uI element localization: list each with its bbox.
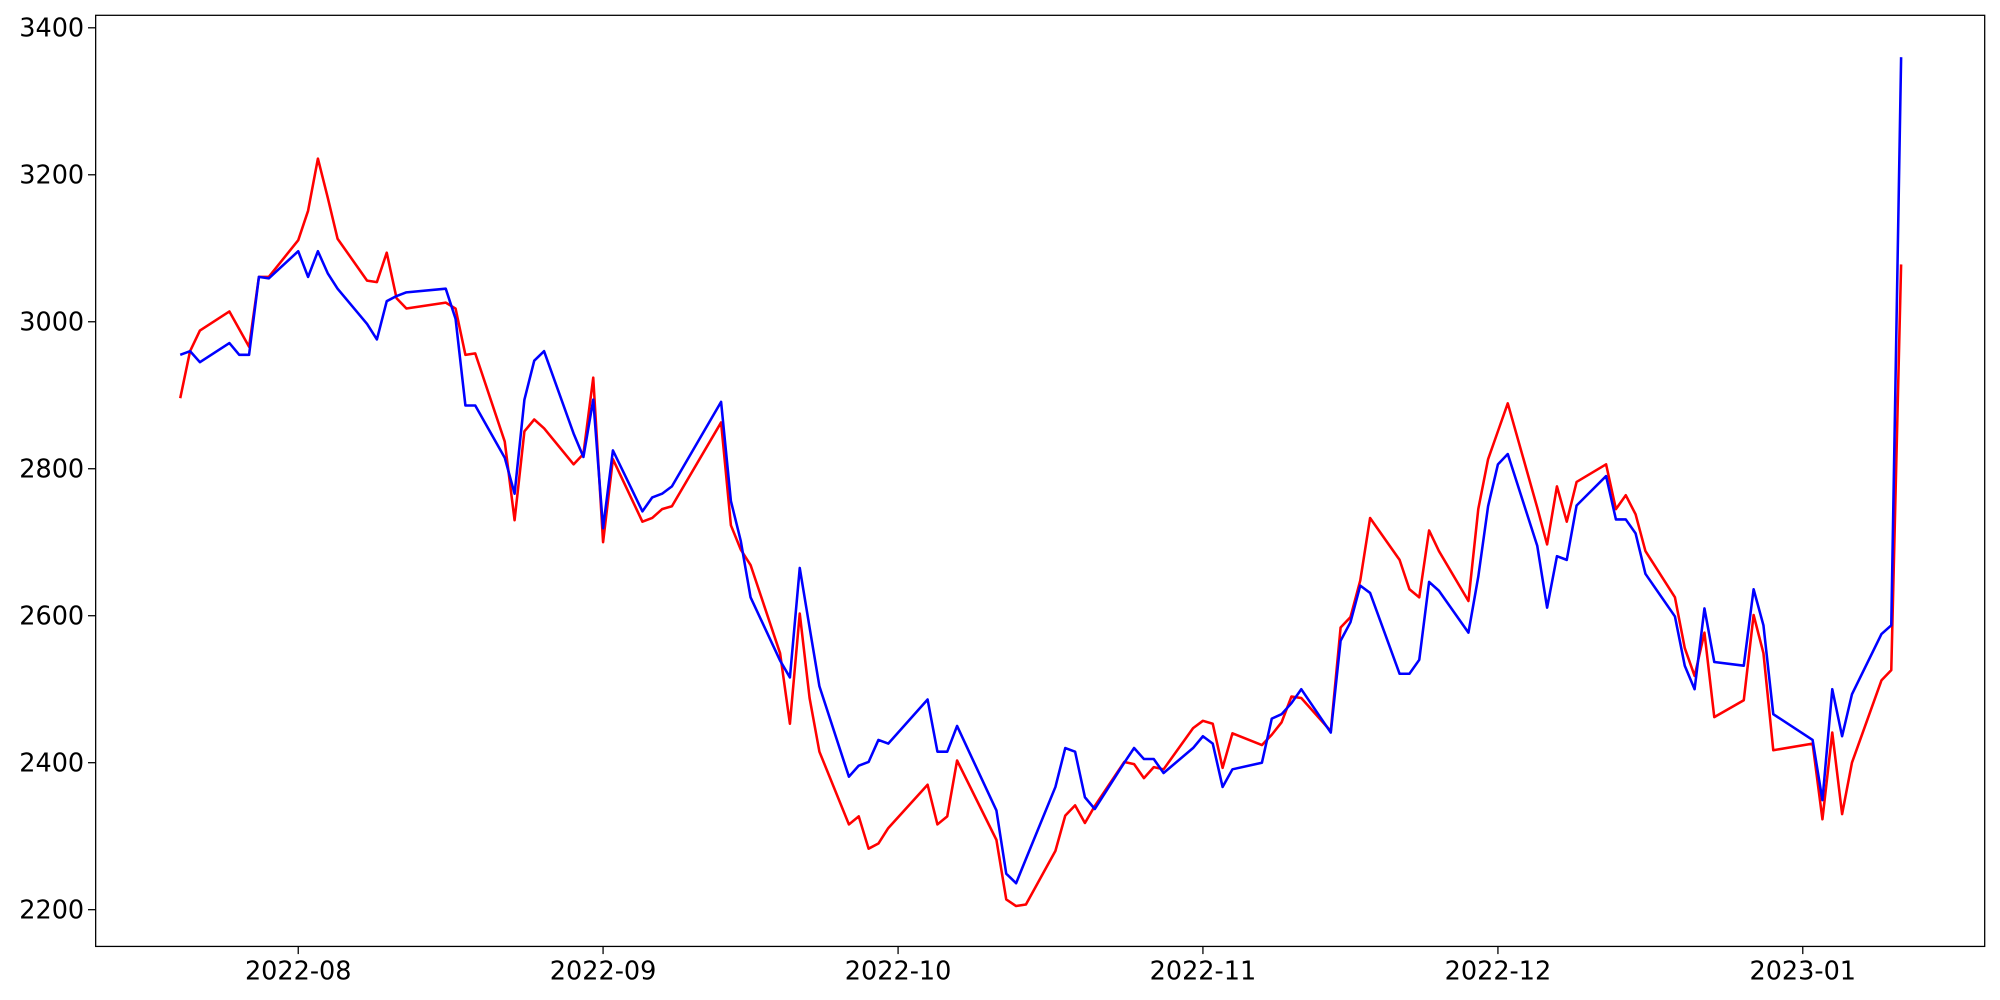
- y-tick-label: 3400: [19, 14, 84, 44]
- y-tick-label: 3200: [19, 161, 84, 191]
- line-series: [179, 57, 1903, 885]
- x-tick-label: 2022-08: [245, 957, 352, 987]
- plot-frame: [95, 14, 1986, 948]
- y-tick-label: 2800: [19, 455, 84, 485]
- x-tick-label: 2022-12: [1445, 957, 1552, 987]
- y-tick-label: 2400: [19, 749, 84, 779]
- x-tick-label: 2022-11: [1150, 957, 1257, 987]
- y-tick-label: 3000: [19, 308, 84, 338]
- x-tick-label: 2022-10: [845, 957, 952, 987]
- y-tick-label: 2600: [19, 602, 84, 632]
- x-tick-label: 2022-09: [550, 957, 657, 987]
- x-tick-label: 2023-01: [1749, 957, 1856, 987]
- line-series: [178, 157, 1903, 908]
- y-tick-label: 2200: [19, 896, 84, 926]
